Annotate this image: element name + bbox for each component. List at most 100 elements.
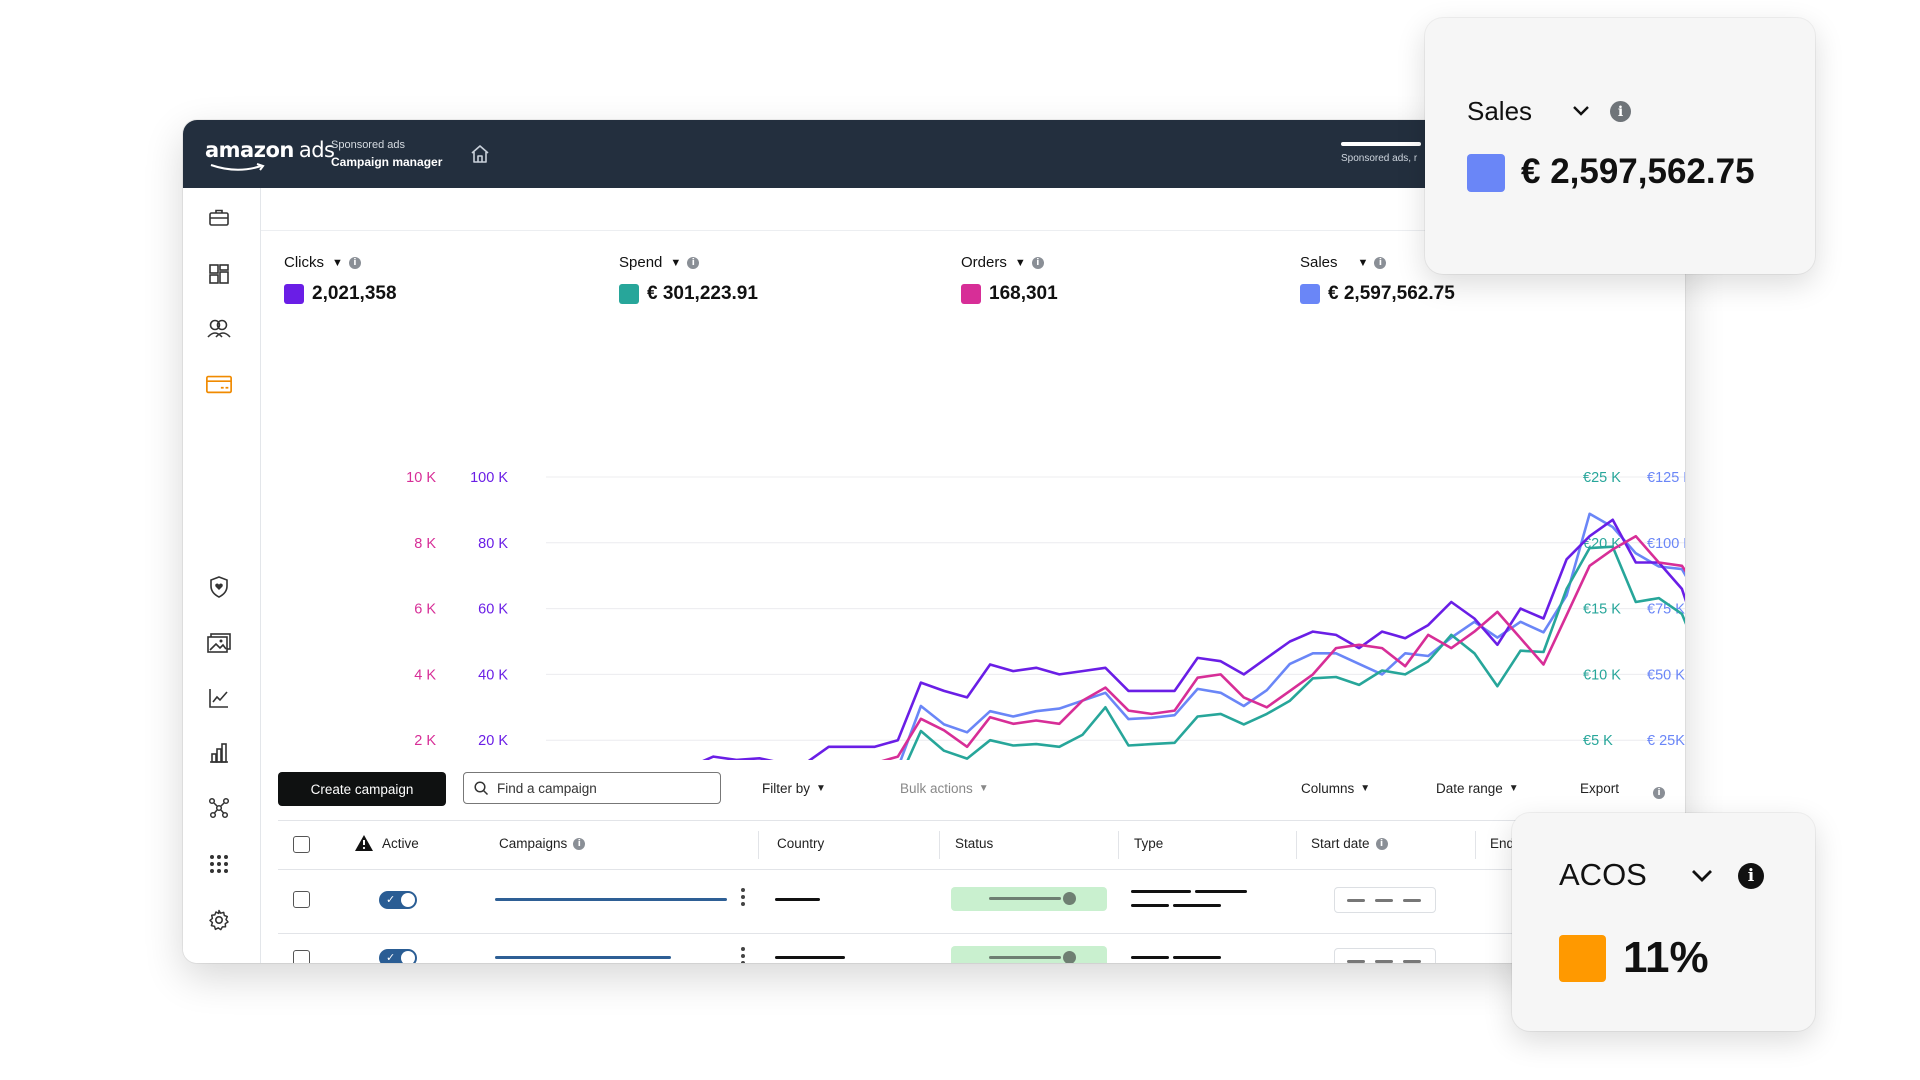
image-icon[interactable]: [205, 629, 233, 657]
table-row[interactable]: ✓: [278, 869, 1685, 934]
orders-axis-tick: 4 K: [414, 667, 436, 683]
info-icon[interactable]: i: [1031, 256, 1044, 269]
info-icon[interactable]: i: [1375, 837, 1388, 850]
network-icon[interactable]: [205, 794, 233, 822]
metric-clicks[interactable]: Clicks ▼ i 2,021,358: [284, 254, 397, 305]
sales-card-value: € 2,597,562.75: [1521, 152, 1755, 191]
sales-axis-tick: €75 K: [1647, 602, 1685, 618]
country-placeholder: [775, 898, 820, 901]
date-range-dropdown[interactable]: Date range ▼: [1436, 781, 1519, 796]
account-selector-text[interactable]: Sponsored ads, r: [1341, 153, 1418, 164]
campaign-name-placeholder[interactable]: [495, 898, 727, 901]
sales-axis-tick: €100 K: [1647, 536, 1685, 552]
logo-text: amazon: [205, 138, 294, 162]
start-date-field[interactable]: [1334, 887, 1436, 913]
search-input[interactable]: Find a campaign: [463, 772, 721, 804]
info-icon[interactable]: i: [687, 256, 700, 269]
clicks-axis-tick: 40 K: [478, 667, 508, 683]
chevron-down-icon: ▼: [1508, 783, 1519, 794]
column-header-status[interactable]: Status: [955, 836, 993, 851]
info-icon[interactable]: i: [348, 256, 361, 269]
chevron-down-icon[interactable]: [1572, 105, 1590, 117]
metric-spend[interactable]: Spend ▼ i € 301,223.91: [619, 254, 758, 305]
info-icon[interactable]: i: [1738, 863, 1764, 889]
orders-axis-tick: 2 K: [414, 733, 436, 749]
metric-label: Sales: [1300, 254, 1338, 271]
credit-card-icon[interactable]: [205, 370, 233, 398]
filter-by-dropdown[interactable]: Filter by ▼: [762, 781, 826, 796]
metric-value: 2,021,358: [312, 283, 397, 304]
bulk-actions-dropdown[interactable]: Bulk actions ▼: [900, 781, 989, 796]
spend-series-line: [906, 545, 1685, 760]
info-icon[interactable]: i: [1653, 787, 1665, 799]
chevron-down-icon[interactable]: ▼: [1357, 256, 1369, 269]
start-date-field[interactable]: [1334, 948, 1436, 963]
column-separator: [939, 831, 940, 859]
sales-axis-tick: €125 K: [1647, 470, 1685, 486]
row-checkbox[interactable]: [293, 950, 310, 963]
type-placeholder: [1131, 904, 1169, 907]
column-separator: [1118, 831, 1119, 859]
acos-card-label: ACOS: [1559, 857, 1647, 892]
info-icon[interactable]: i: [573, 837, 586, 850]
check-icon: ✓: [386, 893, 396, 906]
select-all-checkbox[interactable]: [293, 836, 310, 853]
metric-label: Orders: [961, 254, 1007, 271]
sales-axis-tick: € 25K: [1647, 733, 1685, 749]
acos-card-value: 11%: [1623, 933, 1709, 982]
column-header-country[interactable]: Country: [777, 836, 824, 851]
metric-orders[interactable]: Orders ▼ i 168,301: [961, 254, 1058, 305]
column-label: Status: [955, 836, 994, 851]
column-header-active[interactable]: Active: [382, 836, 419, 851]
active-toggle[interactable]: ✓: [379, 949, 417, 963]
users-icon[interactable]: [205, 315, 233, 343]
metric-label: Spend: [619, 254, 663, 271]
export-button[interactable]: Export: [1580, 781, 1619, 796]
chevron-down-icon[interactable]: ▼: [1014, 256, 1026, 269]
more-options-icon[interactable]: [741, 947, 745, 963]
settings-icon[interactable]: [205, 906, 233, 934]
info-icon[interactable]: i: [1374, 256, 1387, 269]
bar-chart-icon[interactable]: [205, 739, 233, 767]
status-pill: [951, 946, 1107, 963]
chevron-down-icon[interactable]: [1691, 869, 1713, 883]
table-row[interactable]: ✓: [278, 932, 1685, 963]
column-label: Type: [1134, 836, 1164, 851]
active-toggle[interactable]: ✓: [379, 891, 417, 909]
campaign-toolbar: Create campaign Find a campaign Filter b…: [183, 770, 1685, 810]
legend-swatch: [284, 284, 304, 304]
info-icon[interactable]: i: [1610, 101, 1631, 122]
content-divider: [261, 230, 1685, 231]
briefcase-icon[interactable]: [205, 204, 233, 232]
acos-color-swatch: [1559, 935, 1606, 982]
column-label: Start date: [1311, 836, 1370, 851]
line-chart-icon[interactable]: [205, 684, 233, 712]
metric-label: Clicks: [284, 254, 324, 271]
spend-axis-tick: €25 K: [1583, 470, 1621, 486]
sales-highlight-card[interactable]: Sales i € 2,597,562.75: [1425, 18, 1815, 274]
row-checkbox[interactable]: [293, 891, 310, 908]
acos-highlight-card[interactable]: ACOS i 11%: [1512, 813, 1815, 1031]
spend-axis-tick: €15 K: [1583, 602, 1621, 618]
column-header-campaigns[interactable]: Campaigns i: [499, 836, 586, 851]
home-icon[interactable]: [469, 143, 491, 165]
columns-dropdown[interactable]: Columns ▼: [1301, 781, 1370, 796]
amazon-ads-logo[interactable]: amazon ads: [205, 138, 335, 171]
column-header-type[interactable]: Type: [1134, 836, 1163, 851]
spend-axis-tick: €5 K: [1583, 733, 1613, 749]
orders-axis-tick: 6 K: [414, 602, 436, 618]
campaign-name-placeholder[interactable]: [495, 956, 671, 959]
chevron-down-icon[interactable]: ▼: [332, 256, 343, 269]
more-options-icon[interactable]: [741, 888, 745, 909]
chevron-down-icon[interactable]: ▼: [670, 256, 682, 269]
metric-sales[interactable]: Sales ▼ i € 2,597,562.75: [1300, 254, 1455, 305]
sales-axis-tick: €50 K: [1647, 667, 1685, 683]
clicks-axis-tick: 80 K: [478, 536, 508, 552]
column-header-start-date[interactable]: Start date i: [1311, 836, 1388, 851]
column-separator: [758, 831, 759, 859]
dashboard-icon[interactable]: [205, 260, 233, 288]
create-campaign-button[interactable]: Create campaign: [278, 772, 446, 806]
apps-grid-icon[interactable]: [205, 850, 233, 878]
shield-heart-icon[interactable]: [205, 573, 233, 601]
warning-icon: [355, 835, 373, 851]
